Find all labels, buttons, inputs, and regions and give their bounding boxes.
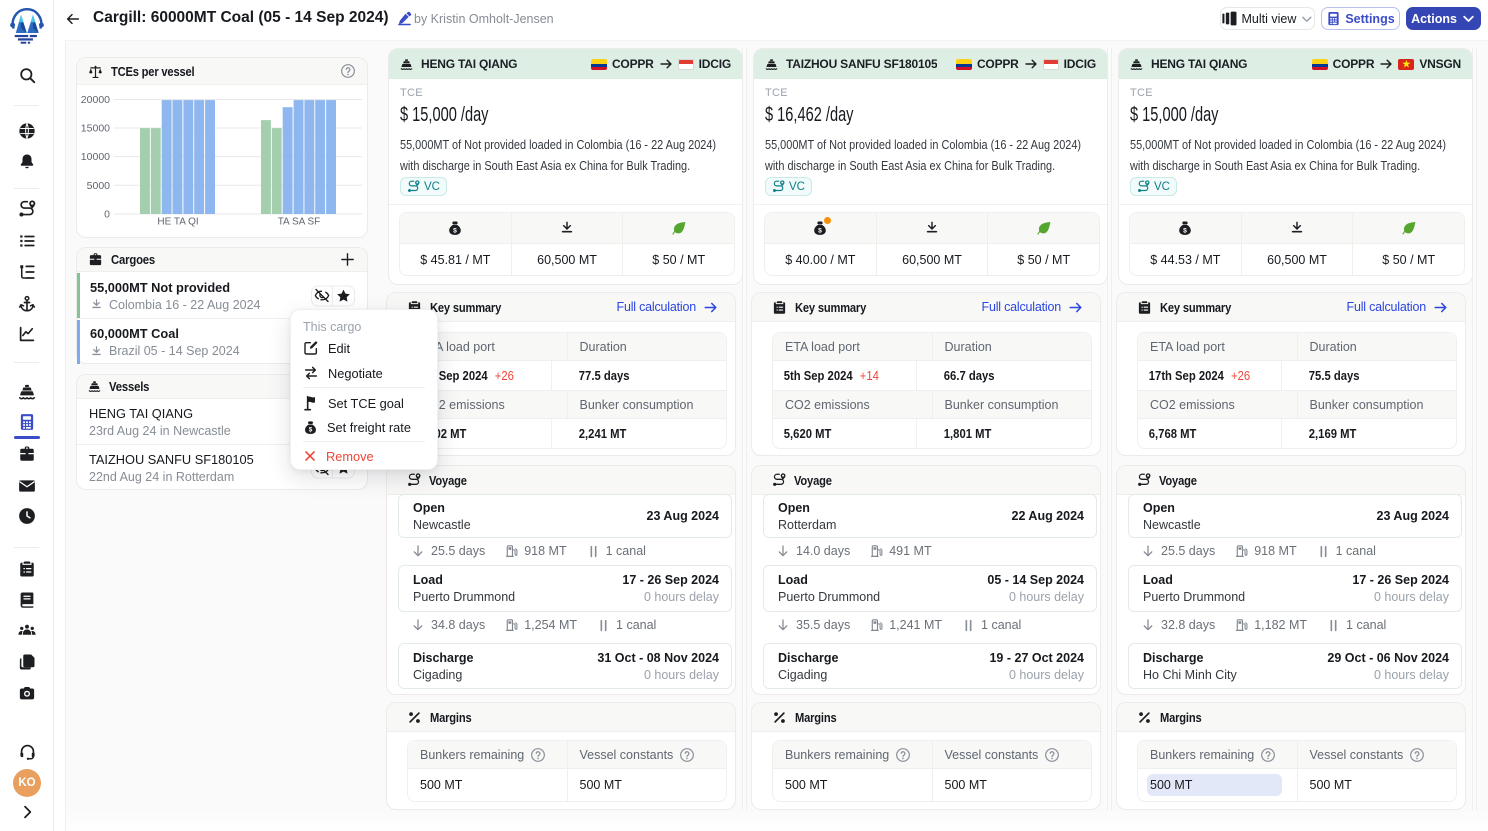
svg-text:0: 0 [104, 209, 110, 221]
svg-text:10000: 10000 [81, 151, 110, 163]
svg-text:$: $ [453, 227, 457, 234]
svg-text:TA SA SF: TA SA SF [278, 217, 321, 228]
svg-text:5000: 5000 [87, 180, 111, 192]
svg-text:$: $ [309, 426, 313, 433]
svg-text:$: $ [1183, 227, 1187, 234]
svg-text:15000: 15000 [81, 123, 110, 135]
svg-text:HE TA QI: HE TA QI [157, 217, 198, 228]
svg-text:20000: 20000 [81, 94, 110, 106]
svg-text:$: $ [818, 227, 822, 234]
